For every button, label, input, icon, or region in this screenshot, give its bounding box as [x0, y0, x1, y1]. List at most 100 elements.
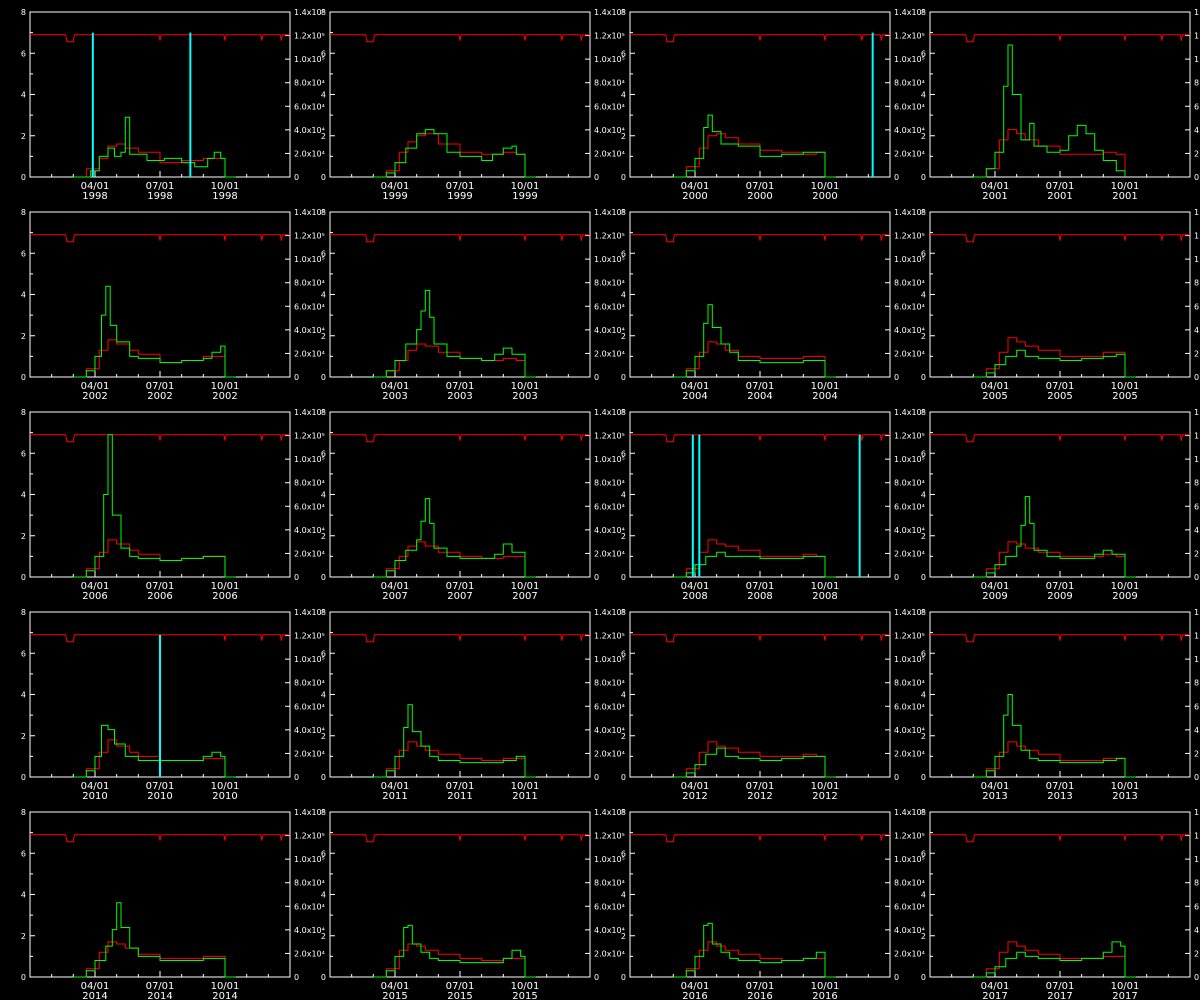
panel-2017: 0 2 4 6 8 0 2.0x10⁴ 4.0x10⁴ 6.0x10⁴ 8.0x10⁴ 1.0x10…	[921, 808, 1200, 1000]
x-tick-label: 04/01	[981, 581, 1010, 592]
x-tick-year: 2001	[1047, 191, 1072, 202]
right-tick-label: 8.0x10⁴	[894, 679, 925, 688]
right-tick-label: 2.0x10⁴	[594, 749, 625, 758]
green-series	[673, 551, 836, 578]
right-tick-label: 1.0x10⁵	[294, 455, 325, 464]
left-tick-label: 8	[921, 8, 926, 17]
x-tick-label: 07/01	[746, 581, 775, 592]
x-tick-label: 04/01	[81, 981, 110, 992]
x-tick-year: 2010	[212, 791, 237, 802]
left-tick-label: 4	[921, 91, 926, 100]
left-tick-label: 6	[21, 249, 26, 258]
x-tick-year: 2014	[147, 991, 172, 1000]
x-tick-label: 07/01	[446, 781, 475, 792]
x-tick-label: 10/01	[511, 381, 540, 392]
left-tick-label: 0	[921, 973, 926, 982]
x-tick-label: 10/01	[811, 581, 840, 592]
x-tick-label: 10/01	[811, 381, 840, 392]
left-tick-label: 6	[321, 449, 326, 458]
right-tick-label: 2.0x10⁴	[294, 149, 325, 158]
x-tick-label: 04/01	[981, 381, 1010, 392]
x-tick-label: 10/01	[1111, 181, 1140, 192]
x-tick-year: 2006	[147, 591, 172, 602]
right-tick-label: 0	[594, 973, 599, 982]
left-tick-label: 4	[321, 491, 326, 500]
right-tick-label: 1.2x10⁵	[294, 232, 325, 241]
red-baseline	[330, 34, 590, 43]
right-tick-label: 1.4x10⁵	[1194, 8, 1200, 17]
left-tick-label: 2	[621, 132, 626, 141]
right-tick-label: 4.0x10⁴	[294, 526, 325, 535]
x-tick-year: 2004	[812, 391, 837, 402]
right-tick-label: 6.0x10⁴	[594, 502, 625, 511]
x-tick-label: 04/01	[381, 981, 410, 992]
x-tick-label: 07/01	[1046, 581, 1075, 592]
left-tick-label: 4	[321, 291, 326, 300]
right-tick-label: 0	[1194, 973, 1199, 982]
right-tick-label: 2.0x10⁴	[1194, 749, 1200, 758]
right-tick-label: 1.4x10⁵	[294, 808, 325, 817]
x-tick-label: 04/01	[381, 381, 410, 392]
x-tick-year: 2002	[147, 391, 172, 402]
left-tick-label: 6	[321, 849, 326, 858]
left-tick-label: 8	[321, 408, 326, 417]
right-tick-label: 6.0x10⁴	[294, 102, 325, 111]
right-tick-label: 1.0x10⁵	[294, 855, 325, 864]
left-tick-label: 0	[621, 373, 626, 382]
right-tick-label: 0	[294, 573, 299, 582]
x-tick-label: 10/01	[211, 181, 240, 192]
right-tick-label: 0	[594, 773, 599, 782]
green-series	[73, 434, 236, 578]
right-tick-label: 2.0x10⁴	[1194, 949, 1200, 958]
right-tick-label: 1.4x10⁵	[1194, 608, 1200, 617]
red-series	[373, 741, 526, 778]
left-tick-label: 2	[921, 732, 926, 741]
right-tick-label: 6.0x10⁴	[1194, 702, 1200, 711]
right-tick-label: 6.0x10⁴	[894, 102, 925, 111]
right-tick-label: 0	[294, 973, 299, 982]
x-tick-year: 2009	[1112, 591, 1137, 602]
panel-2015: 0 2 4 6 8 0 2.0x10⁴ 4.0x10⁴ 6.0x10⁴ 8.0x10⁴ 1.0x10…	[321, 808, 625, 1000]
x-tick-label: 04/01	[681, 981, 710, 992]
panel-2002: 0 2 4 6 8 0 2.0x10⁴ 4.0x10⁴ 6.0x10⁴ 8.0x10⁴ 1.0x10…	[21, 208, 325, 402]
left-tick-label: 2	[21, 332, 26, 341]
x-tick-label: 07/01	[1046, 781, 1075, 792]
right-tick-label: 6.0x10⁴	[594, 702, 625, 711]
right-tick-label: 1.0x10⁵	[1194, 55, 1200, 64]
x-tick-year: 2000	[812, 191, 837, 202]
right-tick-label: 1.2x10⁵	[294, 832, 325, 841]
x-tick-year: 2011	[512, 791, 537, 802]
left-tick-label: 0	[921, 173, 926, 182]
right-tick-label: 1.0x10⁵	[894, 855, 925, 864]
x-tick-label: 04/01	[81, 381, 110, 392]
right-tick-label: 6.0x10⁴	[294, 502, 325, 511]
left-tick-label: 8	[621, 808, 626, 817]
left-tick-label: 2	[621, 532, 626, 541]
x-tick-label: 10/01	[1111, 781, 1140, 792]
panel-2007: 0 2 4 6 8 0 2.0x10⁴ 4.0x10⁴ 6.0x10⁴ 8.0x10⁴ 1.0x10…	[321, 408, 625, 602]
panel-2001: 0 2 4 6 8 0 2.0x10⁴ 4.0x10⁴ 6.0x10⁴ 8.0x10⁴ 1.0x10…	[921, 8, 1200, 202]
right-tick-label: 1.2x10⁵	[294, 632, 325, 641]
right-tick-label: 1.0x10⁵	[894, 255, 925, 264]
left-tick-label: 6	[621, 449, 626, 458]
green-series	[973, 941, 1136, 978]
x-tick-year: 2009	[982, 591, 1007, 602]
left-tick-label: 8	[921, 808, 926, 817]
left-tick-label: 6	[921, 449, 926, 458]
right-tick-label: 4.0x10⁴	[894, 326, 925, 335]
right-tick-label: 4.0x10⁴	[594, 126, 625, 135]
left-tick-label: 2	[321, 532, 326, 541]
left-tick-label: 8	[621, 408, 626, 417]
right-tick-label: 8.0x10⁴	[294, 79, 325, 88]
right-tick-label: 1.2x10⁵	[1194, 632, 1200, 641]
x-tick-label: 07/01	[746, 781, 775, 792]
right-tick-label: 6.0x10⁴	[594, 902, 625, 911]
right-tick-label: 0	[1194, 573, 1199, 582]
right-tick-label: 6.0x10⁴	[294, 902, 325, 911]
right-tick-label: 1.4x10⁵	[1194, 208, 1200, 217]
right-tick-label: 1.0x10⁵	[1194, 855, 1200, 864]
x-tick-label: 04/01	[681, 181, 710, 192]
x-tick-label: 07/01	[146, 981, 175, 992]
x-tick-label: 10/01	[211, 781, 240, 792]
right-tick-label: 6.0x10⁴	[894, 702, 925, 711]
